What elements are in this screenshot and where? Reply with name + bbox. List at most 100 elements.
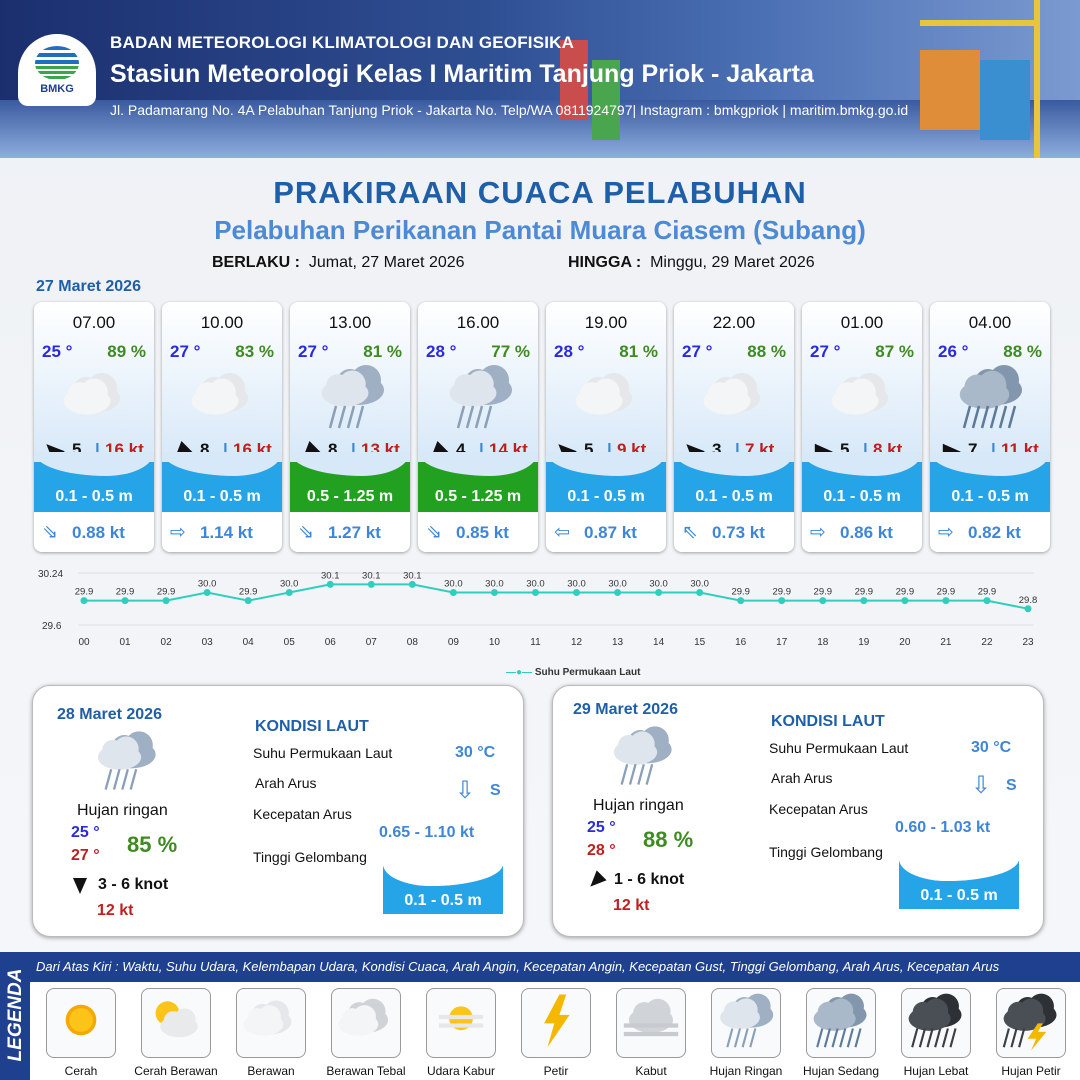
wind-speed: 5 — [840, 440, 850, 459]
x-tick-label: 14 — [653, 637, 665, 648]
card-temp: 28 ° — [426, 342, 457, 361]
current-speed-label: Kecepatan Arus — [253, 806, 352, 822]
card-temp: 25 ° — [42, 342, 73, 361]
card-humidity: 89 % — [107, 342, 146, 361]
legend-title: LEGENDA — [5, 968, 26, 1062]
data-label: 29.9 — [814, 587, 833, 598]
day-condition: Hujan ringan — [77, 802, 168, 819]
card-humidity: 88 % — [747, 342, 786, 361]
wind-speed: 4 — [456, 440, 466, 459]
data-point — [1024, 605, 1032, 613]
valid-from: BERLAKU : Jumat, 27 Maret 2026 — [212, 254, 465, 272]
data-point — [162, 597, 170, 605]
x-tick-label: 15 — [694, 637, 706, 648]
x-tick-label: 01 — [119, 637, 131, 648]
forecast-card-1000: 10.00 27 ° 83 % 8 | 16 kt 0.1 - 0.5 m ⇨ … — [162, 302, 282, 552]
page-subtitle: Pelabuhan Perikanan Pantai Muara Ciasem … — [214, 215, 866, 245]
current-speed-range: 0.65 - 1.10 kt — [379, 824, 475, 841]
current-speed: 0.88 kt — [72, 523, 125, 542]
card-time: 07.00 — [72, 313, 116, 332]
day-humidity: 85 % — [127, 832, 178, 857]
current-speed: 1.27 kt — [328, 523, 381, 542]
data-point — [203, 589, 211, 596]
legend-item-haze: Udara Kabur — [426, 988, 496, 1078]
legend-item-label: Cerah Berawan — [134, 1064, 218, 1078]
wind-speed: 5 — [72, 440, 82, 459]
station-name: Stasiun Meteorologi Kelas I Maritim Tanj… — [110, 60, 814, 88]
sst-value: 30 °C — [971, 739, 1012, 756]
current-speed-range: 0.60 - 1.03 kt — [895, 819, 991, 836]
wave-height: 0.1 - 0.5 m — [695, 488, 773, 505]
wave-height: 0.5 - 1.25 m — [434, 488, 522, 505]
valid-to-value: Minggu, 29 Maret 2026 — [650, 254, 815, 271]
sst-value: 30 °C — [455, 744, 496, 761]
data-label: 30.0 — [444, 579, 463, 590]
card-current: ⇦ 0.87 kt — [546, 512, 666, 552]
data-point — [244, 597, 252, 605]
legend-item-fog: Kabut — [616, 988, 686, 1078]
card-humidity: 88 % — [1003, 342, 1042, 361]
y-tick-label: 30.24 — [38, 569, 63, 580]
heavy-rain-icon — [901, 988, 971, 1058]
globe-icon — [35, 45, 79, 80]
legend-item-label: Petir — [543, 1064, 569, 1078]
day-wind-speed: 3 - 6 knot — [98, 876, 169, 893]
x-tick-label: 17 — [776, 637, 788, 648]
light-rain-icon — [312, 360, 392, 432]
x-tick-label: 12 — [571, 637, 583, 648]
data-point — [901, 597, 909, 605]
day-temp-max: 27 ° — [71, 847, 100, 864]
current-speed: 1.14 kt — [200, 523, 253, 542]
current-speed: 0.73 kt — [712, 523, 765, 542]
legend-item-label: Udara Kabur — [426, 1064, 496, 1078]
current-speed: 0.85 kt — [456, 523, 509, 542]
wave-height: 0.1 - 0.5 m — [823, 488, 901, 505]
data-point — [367, 580, 375, 588]
x-tick-label: 06 — [325, 637, 337, 648]
arrow-right-icon: ⇨ — [810, 522, 826, 543]
card-humidity: 87 % — [875, 342, 914, 361]
forecast-card-1600: 16.00 28 ° 77 % 4 | 14 kt 0.5 - 1.25 m ⇘… — [418, 302, 538, 552]
first-day-date: 27 Maret 2026 — [36, 278, 141, 295]
x-tick-label: 22 — [981, 637, 993, 648]
card-temp: 27 ° — [682, 342, 713, 361]
thunderstorm-icon — [996, 988, 1066, 1058]
valid-from-value: Jumat, 27 Maret 2026 — [308, 254, 465, 271]
data-label: 29.9 — [978, 587, 997, 598]
legend-item-sun: Cerah — [46, 988, 116, 1078]
org-name: BADAN METEOROLOGI KLIMATOLOGI DAN GEOFIS… — [110, 33, 575, 52]
wind-speed: 3 — [712, 440, 722, 459]
legend-item-label: Berawan — [247, 1064, 295, 1078]
card-current: ⇘ 0.85 kt — [418, 512, 538, 552]
wind-speed: 5 — [584, 440, 594, 459]
bmkg-logo: BMKG — [18, 34, 96, 106]
day-panel-2: 29 Maret 2026 Hujan ringan 25 ° 28 ° 88 … — [552, 685, 1044, 937]
x-tick-label: 04 — [243, 637, 255, 648]
data-point — [696, 589, 704, 596]
wave-height-value: 0.1 - 0.5 m — [920, 887, 998, 904]
legend-item-label: Hujan Ringan — [709, 1064, 783, 1078]
data-point — [942, 597, 950, 605]
legend: LEGENDA Dari Atas Kiri : Waktu, Suhu Uda… — [0, 952, 1080, 1080]
card-time: 13.00 — [328, 313, 372, 332]
x-tick-label: 18 — [817, 637, 829, 648]
data-point — [449, 589, 457, 596]
card-temp: 27 ° — [170, 342, 201, 361]
data-point — [573, 589, 581, 596]
x-tick-label: 23 — [1022, 637, 1034, 648]
card-temp: 27 ° — [810, 342, 841, 361]
arrow-down-icon: ⇩ — [971, 772, 992, 799]
sun-icon — [46, 988, 116, 1058]
day-humidity: 88 % — [643, 827, 694, 852]
data-label: 30.0 — [690, 579, 709, 590]
day-temp-min: 25 ° — [587, 819, 616, 836]
card-humidity: 81 % — [363, 342, 402, 361]
arrow-down-right-icon: ⇘ — [42, 522, 58, 543]
legend-item-lightning: Petir — [521, 988, 591, 1078]
forecast-card-2200: 22.00 27 ° 88 % 3 | 7 kt 0.1 - 0.5 m ⇖ 0… — [674, 302, 794, 552]
data-label: 30.0 — [649, 579, 668, 590]
arrow-right-icon: ⇨ — [938, 522, 954, 543]
cloudy-icon — [56, 360, 136, 432]
sea-condition-title: KONDISI LAUT — [771, 713, 885, 730]
